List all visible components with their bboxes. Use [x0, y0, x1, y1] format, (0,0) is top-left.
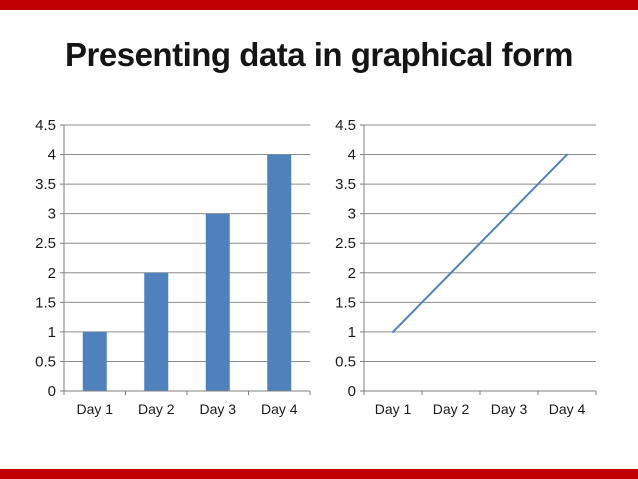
bar-day-3: [205, 213, 230, 391]
y-tick-label: 2: [348, 265, 356, 282]
bar-day-1: [82, 331, 107, 391]
bar-day-4: [267, 154, 292, 391]
x-category-label: Day 3: [491, 401, 528, 417]
y-tick-label: 3: [48, 206, 56, 223]
y-tick-label: 4.5: [35, 117, 56, 134]
top-accent-bar: [0, 0, 638, 10]
bottom-accent-bar: [0, 469, 638, 479]
y-tick-label: 1: [48, 324, 56, 341]
y-tick-label: 1.5: [335, 294, 356, 311]
bar-day-2: [144, 272, 169, 391]
y-tick-label: 4.5: [335, 117, 356, 134]
y-tick-label: 1.5: [35, 294, 56, 311]
x-category-label: Day 4: [261, 401, 298, 417]
slide-title: Presenting data in graphical form: [65, 36, 573, 73]
line-chart: 0 0.5 1 1.5 2 2.5 3 3.5 4 4.5 Day 1 Day 2 Day 3 Day 4: [329, 110, 629, 432]
x-category-label: Day 1: [375, 401, 412, 417]
x-category-label: Day 1: [76, 401, 113, 417]
y-tick-label: 0.5: [35, 353, 56, 370]
y-tick-label: 0: [348, 383, 356, 400]
y-tick-label: 3.5: [335, 176, 356, 193]
x-category-label: Day 2: [138, 401, 175, 417]
y-tick-label: 2.5: [35, 235, 56, 252]
x-category-label: Day 2: [433, 401, 470, 417]
y-tick-label: 4: [348, 147, 356, 164]
y-tick-label: 0: [48, 383, 56, 400]
y-tick-label: 0.5: [335, 353, 356, 370]
y-tick-label: 2.5: [335, 235, 356, 252]
y-tick-label: 4: [48, 147, 56, 164]
bar-chart: 0 0.5 1 1.5 2 2.5 3 3.5 4 4.5 Day 1 Day 2 Day 3 Day 4: [24, 110, 324, 432]
y-tick-label: 1: [348, 324, 356, 341]
x-category-label: Day 4: [549, 401, 586, 417]
y-tick-label: 3.5: [35, 176, 56, 193]
y-tick-label: 3: [348, 206, 356, 223]
x-category-label: Day 3: [199, 401, 236, 417]
data-line: [392, 153, 568, 333]
y-tick-label: 2: [48, 265, 56, 282]
